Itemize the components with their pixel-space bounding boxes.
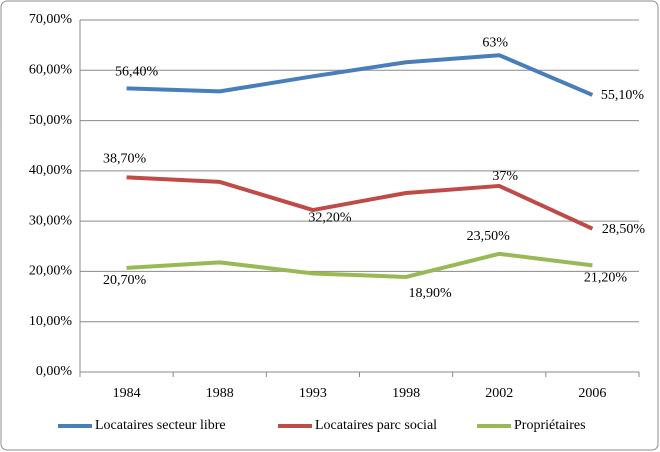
series-line	[126, 175, 594, 231]
y-tick-label: 20,00%	[29, 264, 73, 279]
x-tick-label: 1993	[299, 386, 327, 401]
y-tick-label: 70,00%	[29, 12, 73, 27]
data-label: 37%	[492, 169, 518, 184]
x-tick-label: 2002	[485, 386, 513, 401]
series-line	[126, 53, 594, 97]
data-label: 55,10%	[601, 88, 645, 103]
data-label: 21,20%	[584, 271, 628, 286]
data-label: 23,50%	[467, 229, 511, 244]
y-tick-label: 30,00%	[29, 213, 73, 228]
y-tick-label: 40,00%	[29, 163, 73, 178]
x-tick-label: 2006	[578, 386, 606, 401]
data-label: 20,70%	[103, 273, 147, 288]
data-label: 32,20%	[308, 210, 352, 225]
data-label: 38,70%	[103, 152, 147, 167]
x-tick-label: 1988	[206, 386, 234, 401]
x-tick-label: 1998	[392, 386, 420, 401]
y-tick-label: 0,00%	[36, 364, 73, 379]
x-tick-label: 1984	[113, 386, 141, 401]
data-label: 28,50%	[602, 222, 646, 237]
data-label: 56,40%	[115, 65, 159, 80]
series-line	[126, 251, 593, 279]
y-tick-label: 60,00%	[29, 63, 73, 78]
data-label: 18,90%	[408, 286, 452, 301]
y-tick-label: 50,00%	[29, 113, 73, 128]
legend-label: Locataires parc social	[315, 418, 437, 433]
legend-label: Locataires secteur libre	[95, 418, 226, 433]
y-tick-label: 10,00%	[29, 314, 73, 329]
data-label: 63%	[482, 35, 508, 50]
legend-label: Propriétaires	[514, 418, 586, 433]
